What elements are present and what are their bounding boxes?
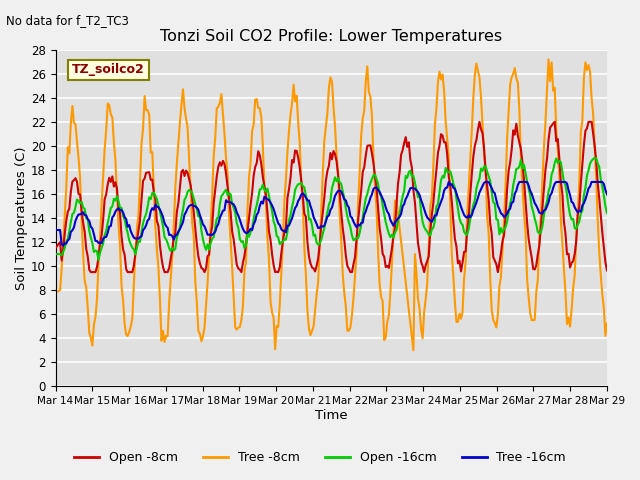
Legend: Open -8cm, Tree -8cm, Open -16cm, Tree -16cm: Open -8cm, Tree -8cm, Open -16cm, Tree -… bbox=[69, 446, 571, 469]
Text: No data for f_T2_TC3: No data for f_T2_TC3 bbox=[6, 14, 129, 27]
Text: TZ_soilco2: TZ_soilco2 bbox=[72, 63, 145, 76]
Y-axis label: Soil Temperatures (C): Soil Temperatures (C) bbox=[15, 146, 28, 290]
Title: Tonzi Soil CO2 Profile: Lower Temperatures: Tonzi Soil CO2 Profile: Lower Temperatur… bbox=[160, 29, 502, 44]
X-axis label: Time: Time bbox=[315, 409, 348, 422]
